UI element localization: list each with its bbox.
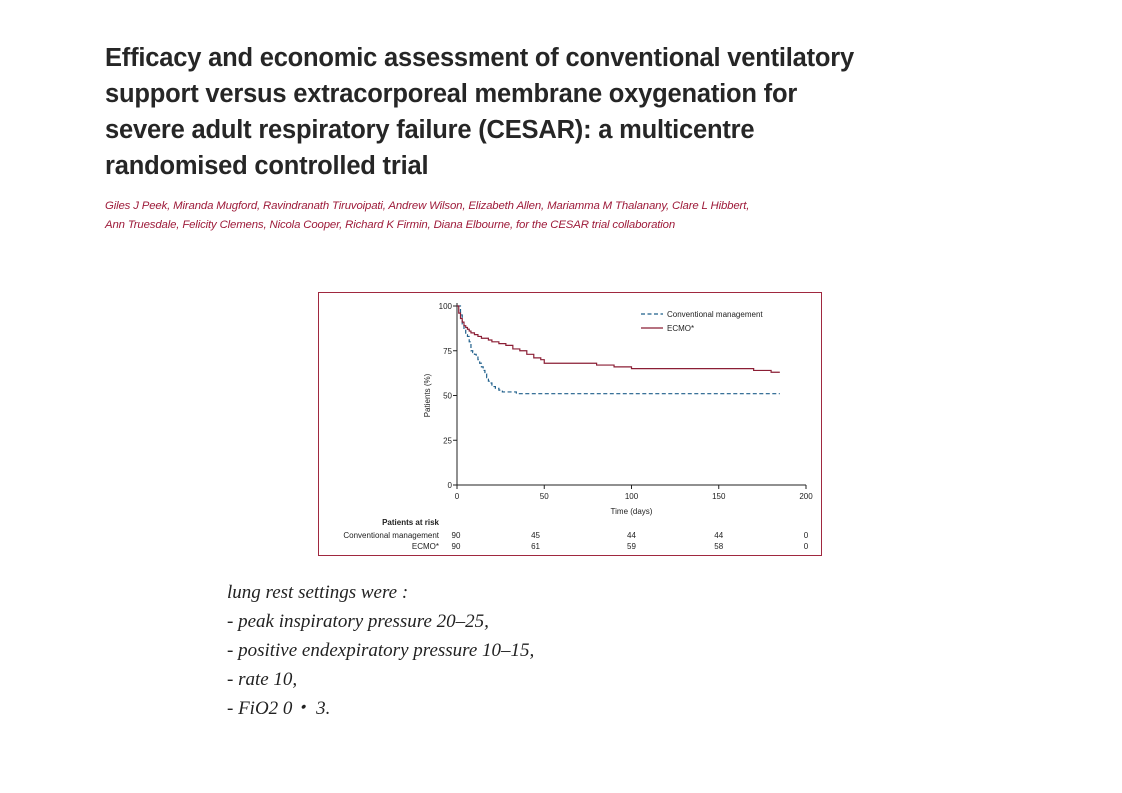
y-tick-label-50: 50 — [443, 392, 452, 401]
at-risk-row-label-1: ECMO* — [412, 542, 439, 551]
legend-label-conventional: Conventional management — [667, 310, 763, 319]
series-line-ecmo — [457, 305, 780, 373]
x-tick-label-0: 0 — [455, 492, 460, 501]
notes-item-2: - positive endexpiratory pressure 10–15, — [227, 640, 535, 661]
notes-intro: lung rest settings were : — [227, 582, 409, 603]
x-axis-label: Time (days) — [611, 507, 653, 516]
at-risk-value-0-4: 0 — [804, 531, 809, 540]
at-risk-value-0-2: 44 — [627, 531, 636, 540]
notes-item-1: - peak inspiratory pressure 20–25, — [227, 611, 489, 632]
at-risk-header: Patients at risk — [382, 518, 439, 527]
x-tick-label-100: 100 — [625, 492, 639, 501]
at-risk-value-1-3: 58 — [714, 542, 723, 551]
x-tick-label-200: 200 — [799, 492, 813, 501]
at-risk-value-0-0: 90 — [452, 531, 461, 540]
at-risk-value-1-0: 90 — [452, 542, 461, 551]
author-line-1: Giles J Peek, Miranda Mugford, Ravindran… — [105, 200, 750, 212]
at-risk-value-0-1: 45 — [531, 531, 540, 540]
at-risk-row-label-0: Conventional management — [343, 531, 439, 540]
y-tick-label-100: 100 — [439, 302, 453, 311]
at-risk-value-1-4: 0 — [804, 542, 809, 551]
notes-item-3: - rate 10, — [227, 669, 298, 690]
paper-title: Efficacy and economic assessment of conv… — [105, 44, 854, 180]
series-line-conventional — [457, 305, 780, 395]
y-axis-label: Patients (%) — [423, 373, 432, 417]
kaplan-meier-figure: 0 25 50 75 100 0 50 100 150 200 Time (days) Patient… — [318, 292, 822, 556]
at-risk-value-1-1: 61 — [531, 542, 540, 551]
at-risk-value-1-2: 59 — [627, 542, 636, 551]
notes-item-4: - FiO2 0・ 3. — [227, 698, 331, 719]
y-tick-label-25: 25 — [443, 436, 452, 445]
x-tick-label-50: 50 — [540, 492, 549, 501]
lung-rest-notes: lung rest settings were : - peak inspira… — [227, 578, 534, 723]
y-tick-label-75: 75 — [443, 347, 452, 356]
author-list: Giles J Peek, Miranda Mugford, Ravindran… — [105, 197, 805, 235]
y-tick-label-0: 0 — [448, 481, 453, 490]
legend-label-ecmo: ECMO* — [667, 324, 694, 333]
at-risk-value-0-3: 44 — [714, 531, 723, 540]
author-line-2: Ann Truesdale, Felicity Clemens, Nicola … — [105, 219, 676, 231]
x-tick-label-150: 150 — [712, 492, 726, 501]
survival-chart: 0 25 50 75 100 0 50 100 150 200 Time (days) Patient… — [343, 302, 813, 551]
